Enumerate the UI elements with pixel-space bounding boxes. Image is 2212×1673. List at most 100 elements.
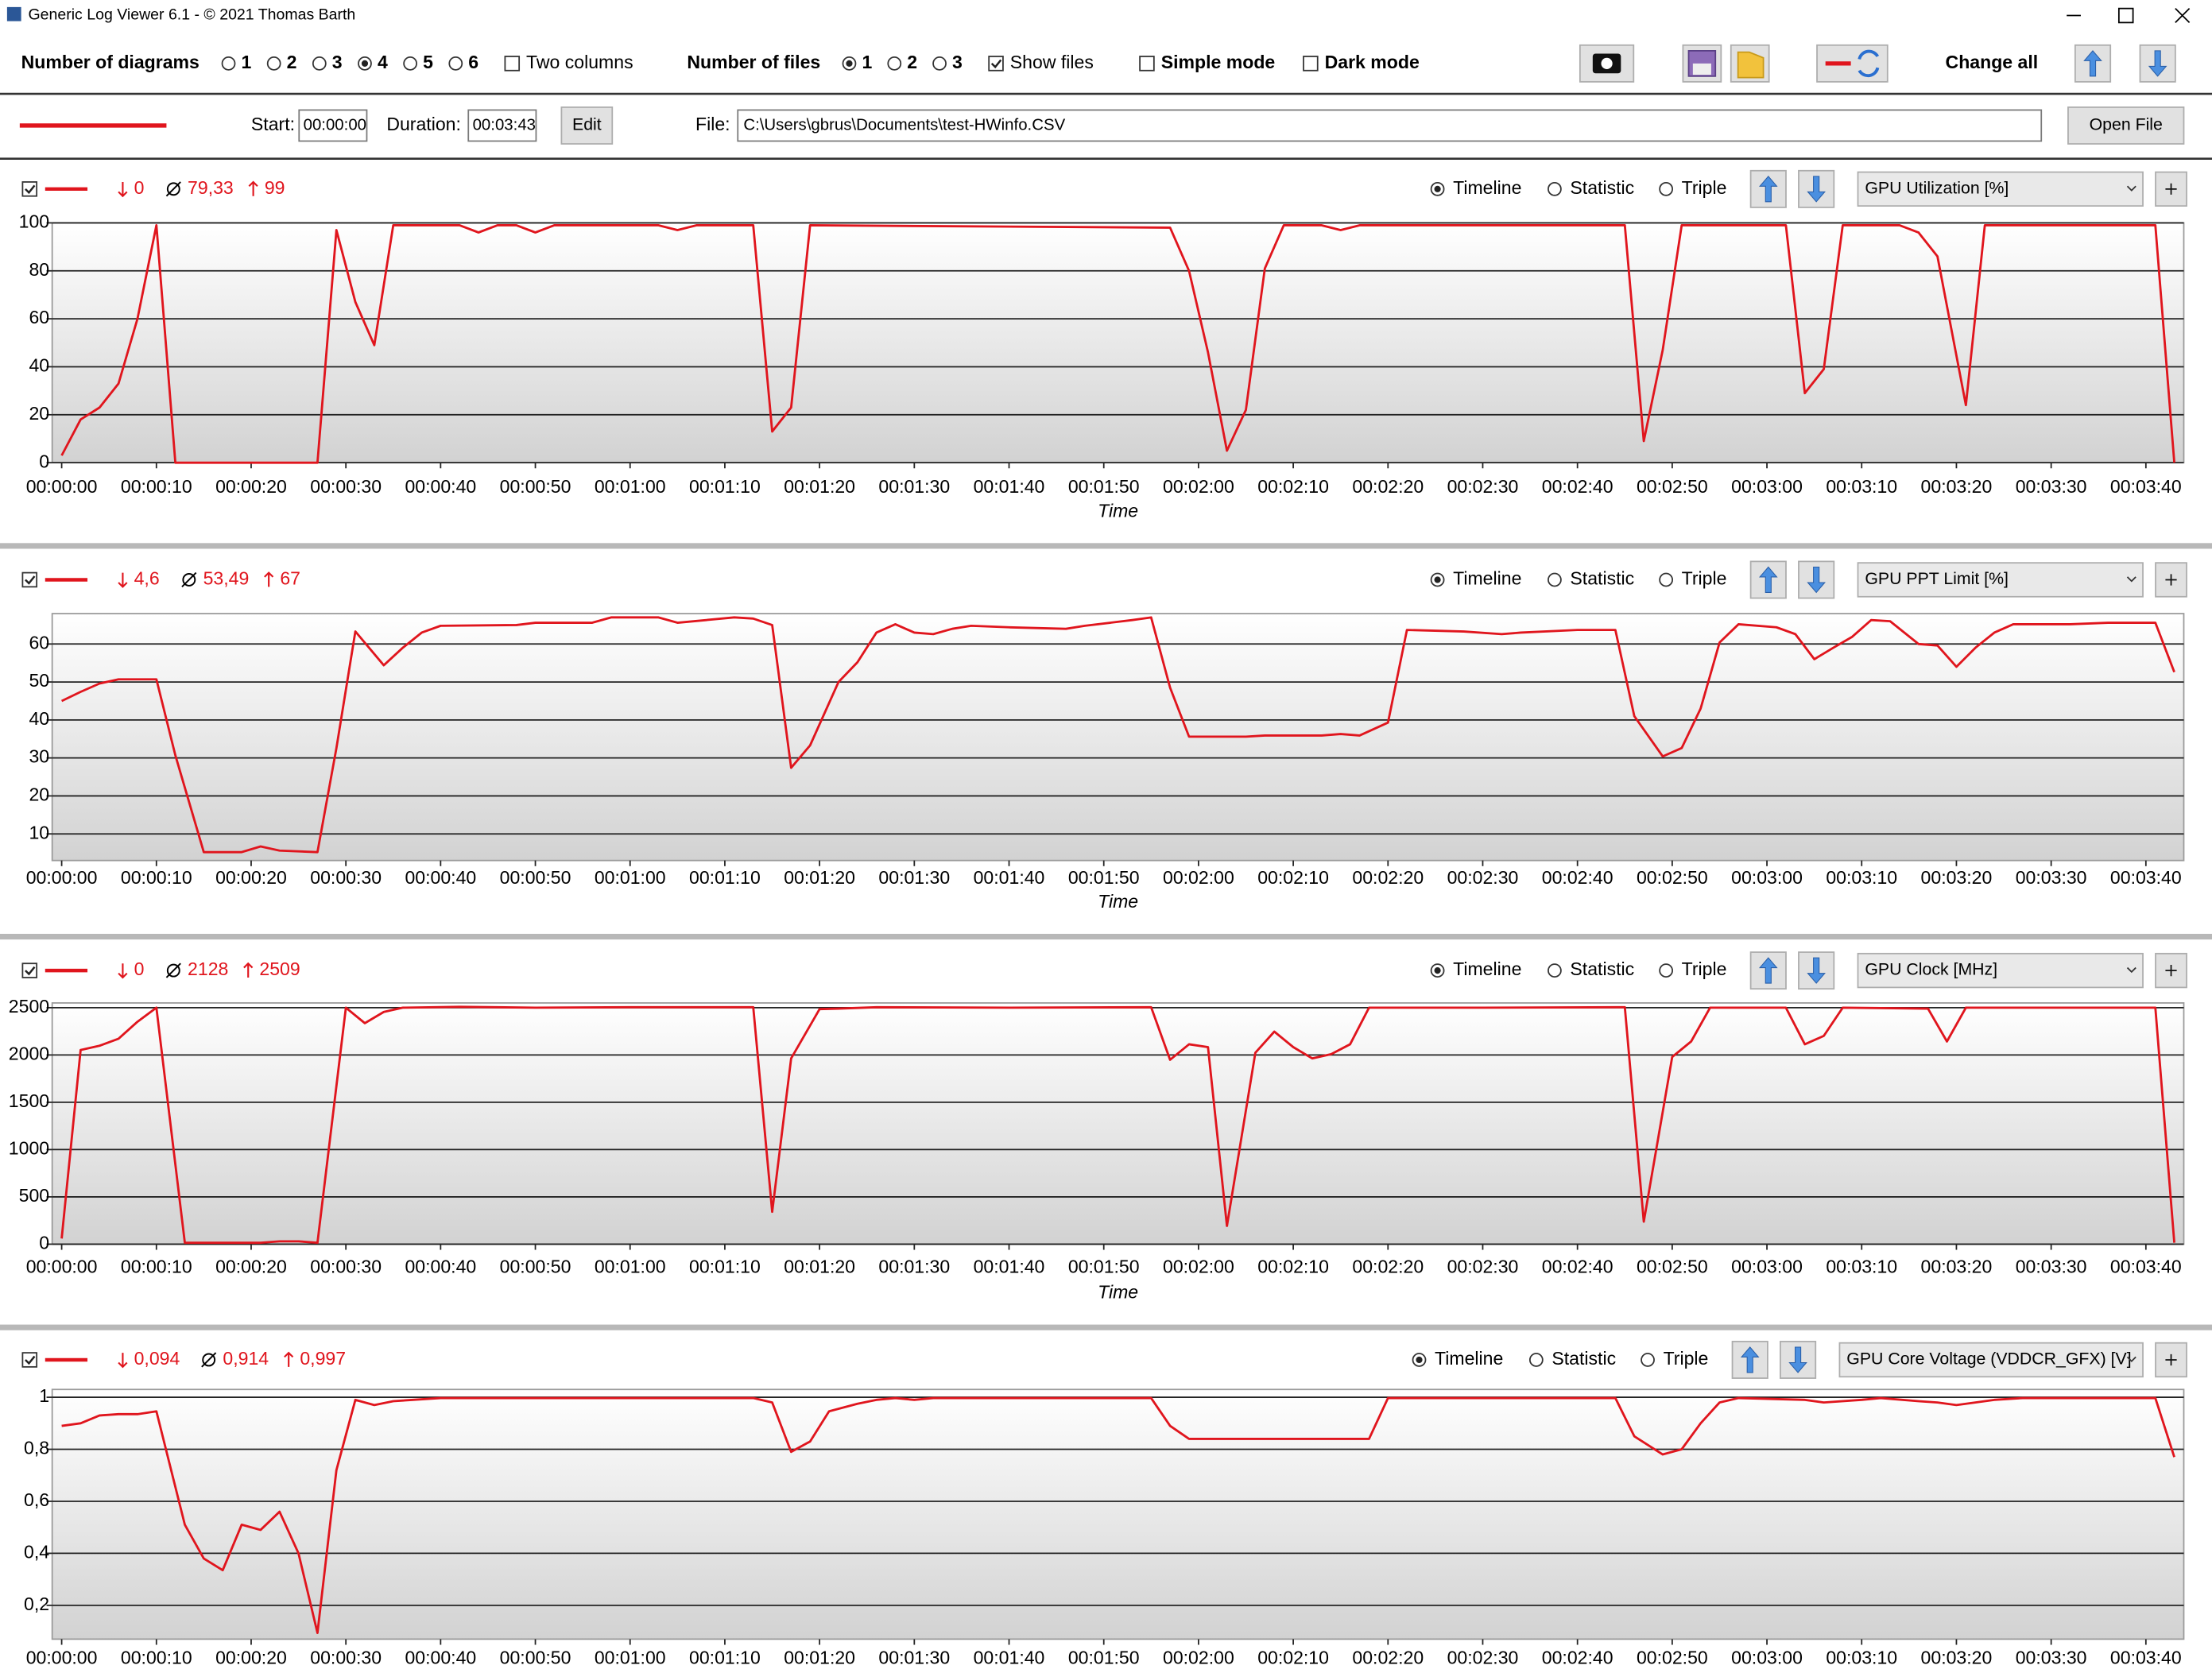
radio-button[interactable]	[932, 56, 947, 71]
view-option[interactable]: Timeline	[1453, 568, 1521, 589]
view-option[interactable]: Statistic	[1570, 568, 1634, 589]
series-name[interactable]: GPU PPT Limit [%]	[1865, 569, 2009, 588]
radio-button[interactable]	[887, 56, 902, 71]
radio-button[interactable]	[1548, 963, 1562, 978]
series-name[interactable]: GPU Utilization [%]	[1865, 178, 2009, 197]
checkbox[interactable]	[1139, 56, 1155, 72]
y-tick-label: 60	[29, 307, 49, 327]
checkbox-label[interactable]: Show files	[1010, 52, 1094, 72]
x-tick-label: 00:00:20	[215, 476, 287, 497]
avg-icon	[182, 573, 196, 587]
checkbox[interactable]	[1303, 56, 1319, 72]
radio-label[interactable]: 1	[242, 52, 252, 72]
file-input[interactable]	[737, 109, 2043, 142]
x-tick-label: 00:02:00	[1163, 476, 1234, 497]
series-name[interactable]: GPU Core Voltage (VDDCR_GFX) [V]	[1846, 1350, 2131, 1369]
radio-dot	[1416, 1356, 1423, 1364]
radio-button[interactable]	[403, 56, 418, 71]
radio-button[interactable]	[448, 56, 463, 71]
radio-label[interactable]: 1	[862, 52, 872, 72]
y-tick-label: 1500	[9, 1090, 49, 1111]
radio-label[interactable]: 6	[468, 52, 478, 72]
min-icon	[118, 181, 128, 198]
arrow-icon	[1740, 1346, 1760, 1373]
dropdown-chevron	[2126, 185, 2136, 192]
radio-label[interactable]: 3	[952, 52, 963, 72]
y-tick-label: 0	[39, 451, 49, 471]
radio-button[interactable]	[266, 56, 281, 71]
start-input[interactable]	[298, 109, 368, 142]
checkbox[interactable]	[21, 181, 38, 197]
field-label: Duration:	[386, 114, 461, 134]
x-tick-label: 00:02:30	[1447, 476, 1519, 497]
edit-button[interactable]	[560, 106, 614, 145]
checkbox[interactable]	[21, 962, 38, 978]
checkbox[interactable]	[21, 1352, 38, 1368]
x-tick-label: 00:00:20	[215, 1257, 287, 1277]
x-tick-label: 00:02:50	[1637, 1257, 1708, 1277]
plus-icon	[2165, 183, 2177, 195]
x-tick-label: 00:00:30	[310, 1257, 382, 1277]
series-dropdown[interactable]	[1857, 952, 2144, 989]
view-option[interactable]: Timeline	[1435, 1348, 1503, 1369]
avg-icon	[202, 1353, 216, 1367]
x-tick-label: 00:01:10	[689, 1257, 761, 1277]
radio-button[interactable]	[1659, 963, 1673, 978]
radio-label[interactable]: 2	[287, 52, 297, 72]
radio-label[interactable]: 4	[378, 52, 388, 72]
window-title: Generic Log Viewer 6.1 - © 2021 Thomas B…	[28, 6, 355, 24]
duration-input[interactable]	[467, 109, 537, 142]
radio-button[interactable]	[1641, 1353, 1655, 1367]
checkbox-label[interactable]: Dark mode	[1325, 52, 1420, 72]
view-option[interactable]: Timeline	[1453, 177, 1521, 198]
x-tick-label: 00:02:30	[1447, 867, 1519, 888]
checkbox[interactable]	[504, 56, 521, 72]
series-dropdown[interactable]	[1857, 562, 2144, 598]
checkbox[interactable]	[988, 56, 1004, 72]
open-file-button[interactable]	[2067, 106, 2185, 145]
view-option[interactable]: Statistic	[1570, 177, 1634, 198]
view-option[interactable]: Statistic	[1570, 958, 1634, 979]
view-option[interactable]: Timeline	[1453, 958, 1521, 979]
series-dropdown[interactable]	[1838, 1342, 2144, 1378]
view-option[interactable]: Triple	[1682, 958, 1727, 979]
x-tick-label: 00:02:10	[1257, 476, 1329, 497]
view-option[interactable]: Triple	[1664, 1348, 1709, 1369]
max-icon	[284, 1351, 294, 1367]
radio-label[interactable]: 2	[907, 52, 917, 72]
radio-button[interactable]	[1659, 181, 1673, 196]
checkmark	[990, 59, 1002, 69]
radio-button[interactable]	[1548, 181, 1562, 196]
y-tick-label: 1	[39, 1385, 49, 1406]
radio-button[interactable]	[221, 56, 236, 71]
x-tick-label: 00:01:00	[595, 1257, 666, 1277]
x-tick-label: 00:02:00	[1163, 1257, 1234, 1277]
view-option[interactable]: Statistic	[1551, 1348, 1616, 1369]
button-text[interactable]: Edit	[572, 115, 602, 134]
radio-button[interactable]	[1528, 1353, 1544, 1367]
radio-label[interactable]: 3	[332, 52, 343, 72]
maximize-button[interactable]	[2117, 7, 2134, 24]
checkbox-label[interactable]: Simple mode	[1161, 52, 1276, 72]
view-option[interactable]: Triple	[1682, 568, 1727, 589]
close-button[interactable]	[2175, 8, 2191, 24]
x-tick-label: 00:01:40	[974, 476, 1045, 497]
series-name[interactable]: GPU Clock [MHz]	[1865, 960, 1997, 979]
radio-label[interactable]: 5	[423, 52, 433, 72]
x-tick-label: 00:00:20	[215, 867, 287, 888]
x-tick-label: 00:00:40	[405, 476, 476, 497]
radio-button[interactable]	[312, 56, 327, 71]
radio-button[interactable]	[1548, 572, 1562, 587]
button-text[interactable]: Open File	[2090, 115, 2163, 134]
stat-avg: 53,49	[203, 568, 250, 589]
x-tick-label: 00:00:20	[215, 1647, 287, 1667]
stat-min: 0	[134, 177, 145, 198]
view-option[interactable]: Triple	[1682, 177, 1727, 198]
x-tick-label: 00:00:50	[500, 476, 571, 497]
y-tick-label: 20	[29, 784, 49, 805]
radio-button[interactable]	[1659, 572, 1673, 587]
checkbox[interactable]	[21, 571, 38, 588]
checkmark	[25, 966, 36, 976]
series-dropdown[interactable]	[1857, 171, 2144, 207]
checkbox-label[interactable]: Two columns	[526, 52, 633, 72]
